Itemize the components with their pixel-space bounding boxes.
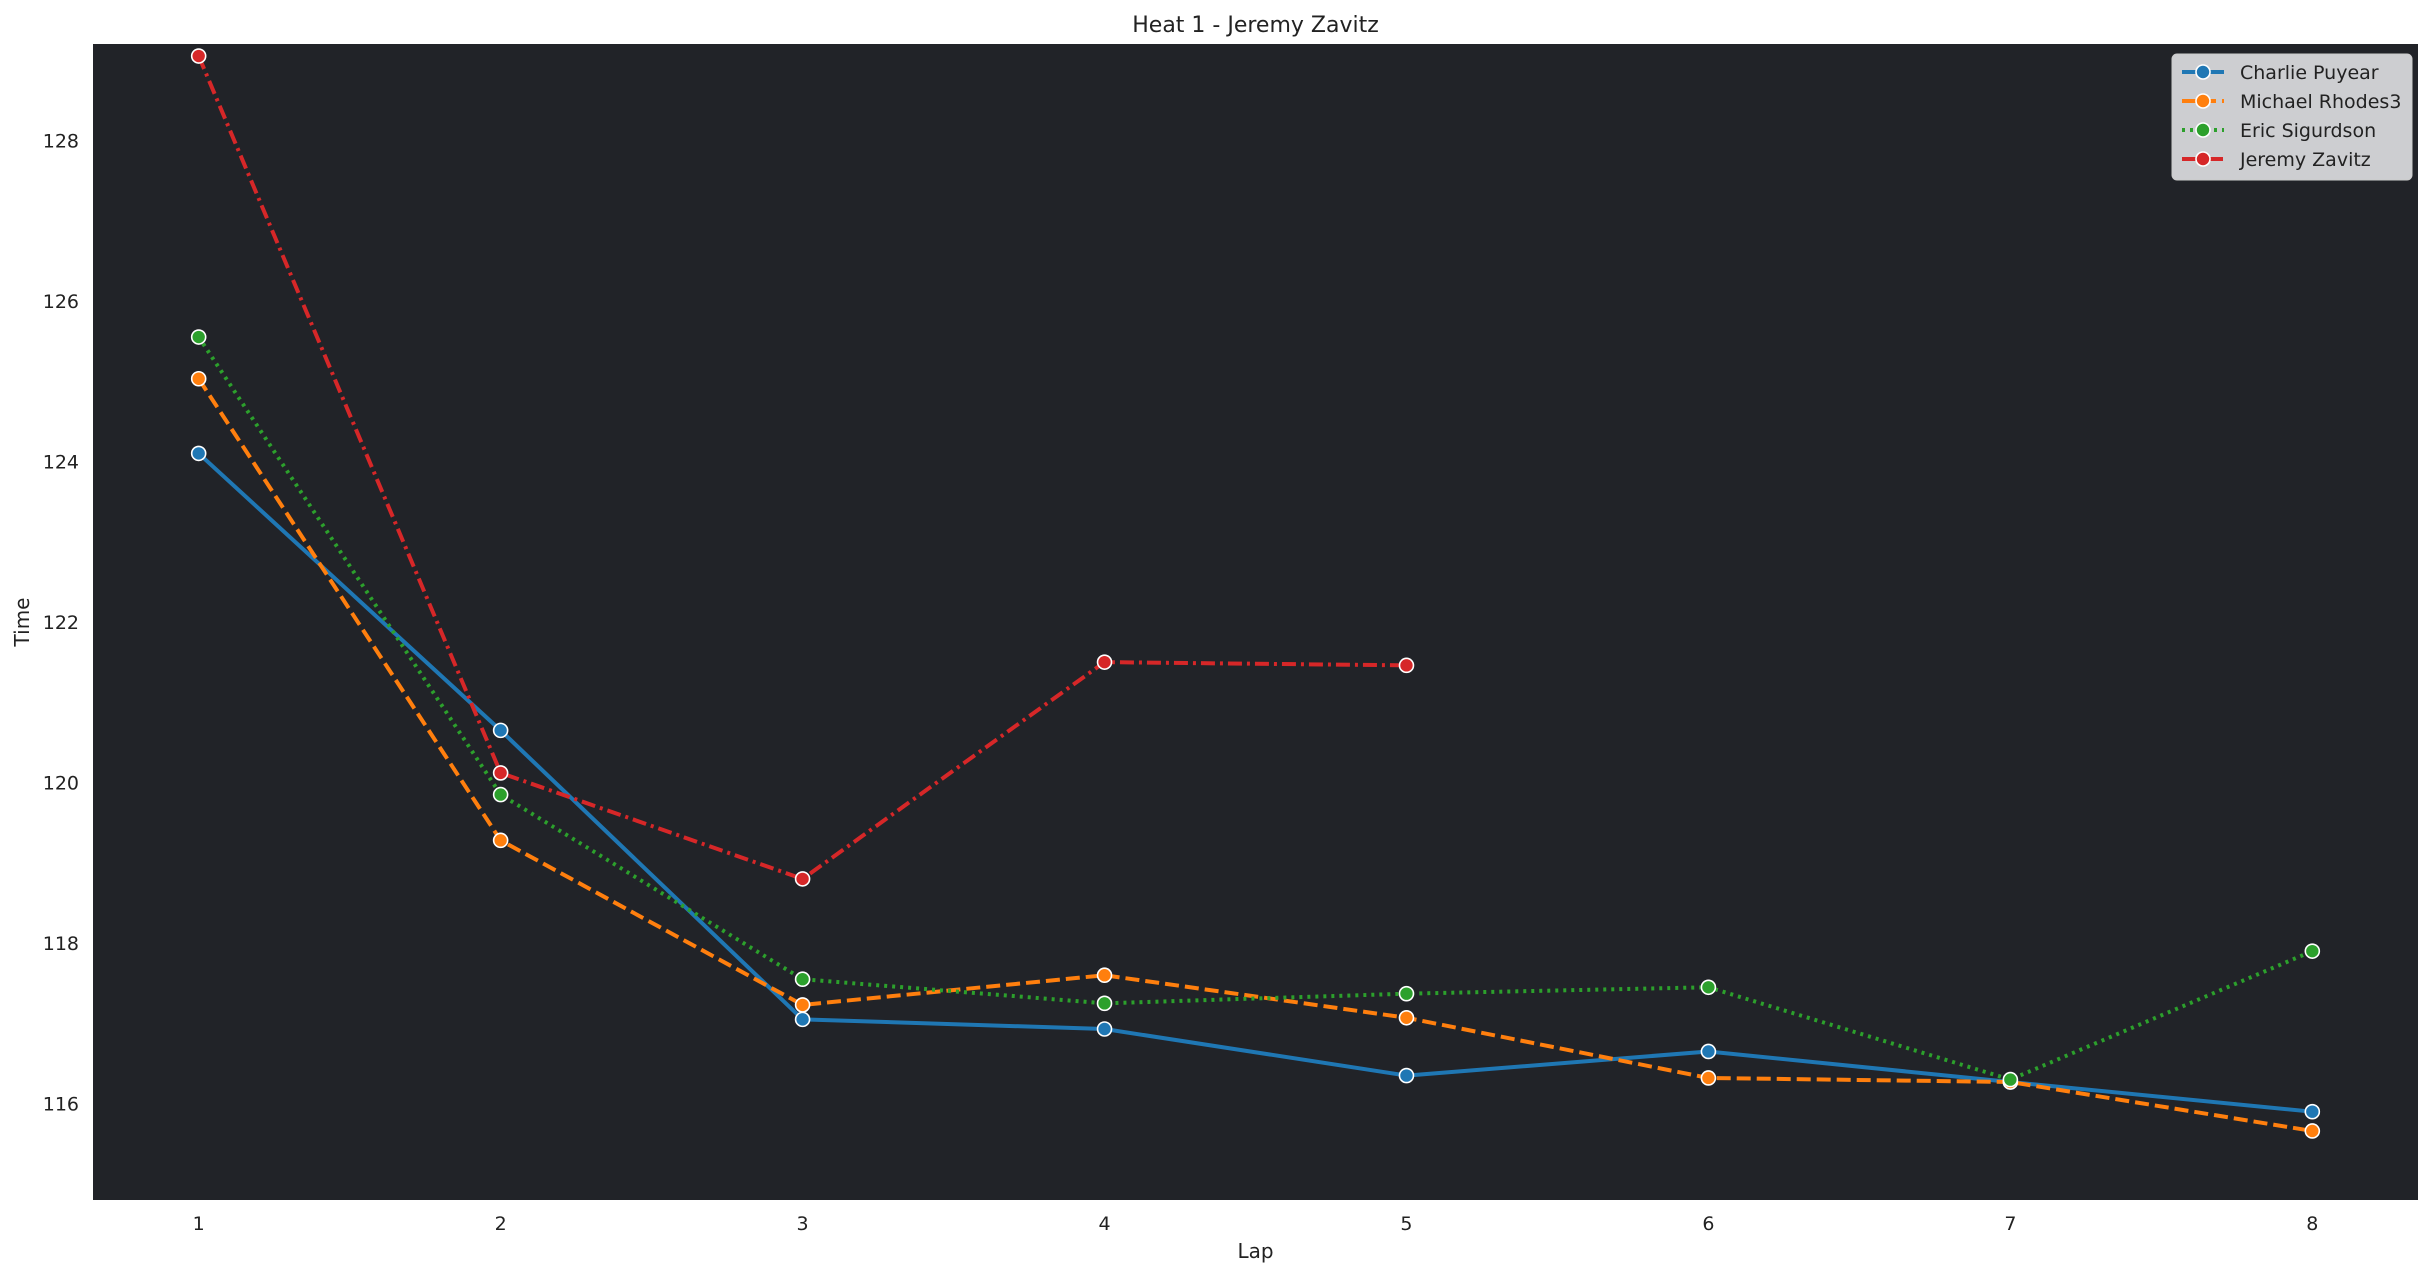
series-line — [197, 377, 2313, 1133]
legend-label: Jeremy Zavitz — [2239, 149, 2371, 171]
x-tick-label: 6 — [1702, 1213, 1714, 1235]
series-layer — [190, 48, 2321, 1139]
x-tick-label: 2 — [495, 1213, 507, 1235]
data-point — [1700, 1070, 1717, 1086]
data-point — [190, 329, 207, 345]
legend-item: Michael Rhodes3 — [2182, 91, 2401, 113]
data-point — [2304, 1123, 2321, 1139]
y-tick-label: 124 — [43, 451, 79, 473]
series-eric-sigurdson — [190, 329, 2321, 1088]
y-tick-label: 122 — [43, 612, 79, 634]
legend-label: Michael Rhodes3 — [2240, 91, 2401, 113]
legend-item: Charlie Puyear — [2182, 62, 2379, 84]
data-point — [1700, 979, 1717, 996]
y-axis: 116 118 120 122 124 126 128 — [43, 130, 79, 1115]
data-point — [2304, 1103, 2321, 1120]
data-point — [1096, 995, 1113, 1012]
x-tick-label: 3 — [797, 1213, 809, 1235]
data-point — [492, 832, 509, 849]
plot-area — [93, 44, 2418, 1200]
data-point — [2002, 1071, 2019, 1088]
x-tick-label: 8 — [2306, 1213, 2318, 1235]
chart-title: Heat 1 - Jeremy Zavitz — [1132, 13, 1379, 38]
legend-marker — [2195, 151, 2211, 167]
data-point — [794, 971, 811, 988]
series-jeremy-zavitz — [190, 48, 1415, 887]
y-tick-label: 120 — [43, 773, 79, 795]
data-point — [492, 722, 509, 739]
data-point — [1096, 967, 1113, 984]
y-tick-label: 116 — [43, 1094, 79, 1116]
data-point — [794, 997, 811, 1013]
x-axis: 1 2 3 4 5 6 7 8 — [193, 1213, 2319, 1235]
data-point — [794, 871, 811, 887]
x-tick-label: 5 — [1400, 1213, 1412, 1235]
data-point — [492, 765, 509, 781]
legend-item: Eric Sigurdson — [2182, 120, 2376, 142]
legend-label: Eric Sigurdson — [2240, 120, 2376, 142]
x-axis-label: Lap — [1237, 1239, 1273, 1263]
data-point — [794, 1011, 811, 1028]
x-tick-label: 7 — [2004, 1213, 2016, 1235]
y-tick-label: 118 — [43, 933, 79, 955]
legend-box — [2171, 53, 2413, 181]
data-point — [190, 445, 207, 462]
data-point — [190, 48, 207, 64]
data-point — [1096, 654, 1113, 670]
y-axis-label: Time — [10, 598, 34, 648]
data-point — [1398, 985, 1415, 1002]
legend-label: Charlie Puyear — [2240, 62, 2379, 84]
data-point — [190, 370, 207, 387]
series-line — [196, 55, 1407, 881]
legend-marker — [2195, 122, 2211, 138]
data-point — [1096, 1021, 1113, 1037]
series-charlie-puyear — [190, 445, 2321, 1120]
series-line — [197, 335, 2314, 1082]
x-tick-label: 4 — [1098, 1213, 1110, 1235]
data-point — [492, 786, 509, 803]
x-tick-label: 1 — [193, 1213, 205, 1235]
data-point — [2304, 943, 2321, 959]
data-point — [1398, 1067, 1415, 1084]
legend: Charlie Puyear Michael Rhodes3 Eric Sigurd… — [2171, 53, 2413, 181]
y-tick-label: 126 — [43, 291, 79, 313]
data-point — [1700, 1043, 1717, 1060]
legend-marker — [2195, 64, 2211, 80]
data-point — [1398, 1009, 1415, 1026]
legend-marker — [2195, 93, 2211, 109]
legend-item: Jeremy Zavitz — [2182, 149, 2371, 171]
data-point — [1398, 657, 1415, 674]
series-line — [197, 451, 2313, 1114]
y-tick-label: 128 — [43, 130, 79, 152]
